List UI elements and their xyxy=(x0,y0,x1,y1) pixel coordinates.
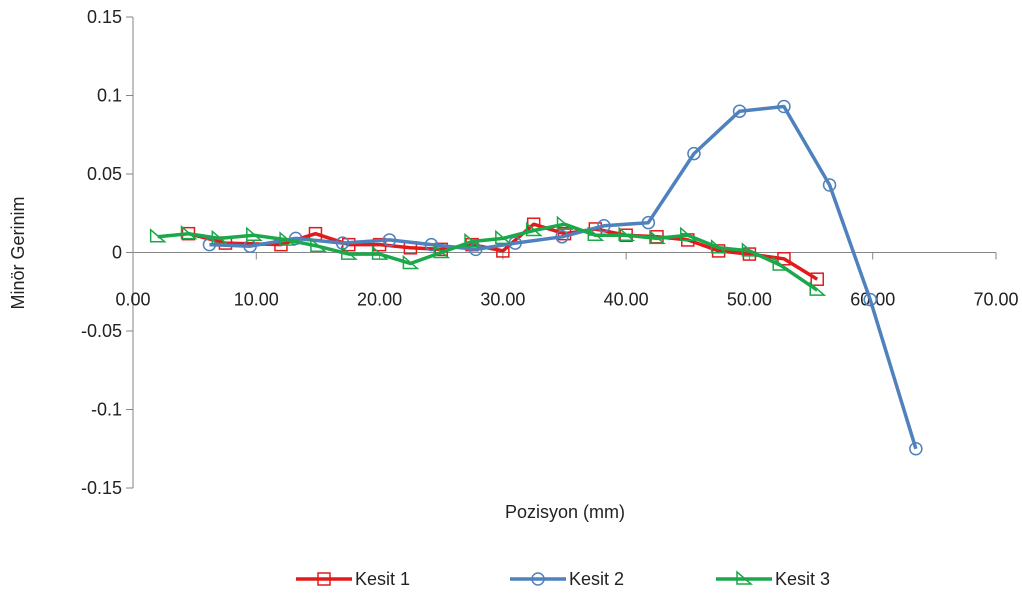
data-point xyxy=(777,99,791,114)
data-point xyxy=(288,231,303,246)
data-point xyxy=(822,178,837,192)
data-point xyxy=(777,252,791,266)
y-tick-label: -0.15 xyxy=(81,478,122,498)
y-tick-label: 0.15 xyxy=(87,7,122,27)
x-tick-label: 20.00 xyxy=(357,290,402,310)
data-point xyxy=(732,104,747,118)
data-point xyxy=(310,237,327,252)
data-point xyxy=(909,442,923,456)
series-line xyxy=(209,104,918,450)
series-1 xyxy=(181,217,824,286)
data-point xyxy=(556,215,574,230)
data-point xyxy=(335,236,350,250)
y-axis-title: Minör Gerinim xyxy=(8,196,28,309)
data-point xyxy=(597,219,611,233)
legend-marker xyxy=(531,572,545,586)
x-tick-label: 30.00 xyxy=(480,290,525,310)
y-tick-label: -0.05 xyxy=(81,321,122,341)
y-tick-label: 0.05 xyxy=(87,164,122,184)
series-line xyxy=(188,222,819,281)
data-point xyxy=(809,281,827,296)
data-point xyxy=(618,226,636,241)
data-point xyxy=(402,254,420,270)
data-point xyxy=(341,245,358,260)
data-point xyxy=(433,243,451,259)
y-tick-label: 0.1 xyxy=(97,86,122,106)
x-tick-label: 0.00 xyxy=(115,290,150,310)
axes: 0.15 0.1 0.05 0 -0.05 -0.1 -0.15 0.00 10.00 20.00… xyxy=(81,7,1019,498)
data-point xyxy=(211,229,229,245)
data-point xyxy=(772,256,790,271)
x-tick-label: 70.00 xyxy=(973,290,1018,310)
legend-label: Kesit 2 xyxy=(569,569,624,589)
x-tick-label: 50.00 xyxy=(727,290,772,310)
data-point xyxy=(587,226,605,241)
legend-item: Kesit 1 xyxy=(296,569,410,589)
x-tick-label: 60.00 xyxy=(850,290,895,310)
data-point xyxy=(525,221,543,237)
legend-marker xyxy=(736,570,754,585)
data-point xyxy=(641,215,656,230)
data-point xyxy=(149,228,167,243)
legend: Kesit 1 Kesit 2 Kesit 3 xyxy=(296,569,830,589)
legend-label: Kesit 3 xyxy=(775,569,830,589)
series-2 xyxy=(202,99,923,456)
data-point xyxy=(810,272,824,286)
data-point xyxy=(371,245,389,260)
data-point xyxy=(680,226,697,241)
data-point xyxy=(741,242,759,257)
data-point xyxy=(687,146,701,161)
y-tick-label: 0 xyxy=(112,243,122,263)
series-layer xyxy=(149,99,923,456)
data-point xyxy=(382,233,397,247)
series-3 xyxy=(149,215,827,296)
data-point xyxy=(495,229,512,245)
data-point xyxy=(464,232,482,248)
legend-item: Kesit 2 xyxy=(510,569,624,589)
data-point xyxy=(863,292,877,307)
x-tick-label: 10.00 xyxy=(234,290,279,310)
data-point xyxy=(710,239,728,254)
data-point xyxy=(424,237,439,252)
legend-item: Kesit 3 xyxy=(716,569,830,589)
data-point xyxy=(246,226,263,241)
data-point xyxy=(555,230,569,244)
series-line xyxy=(157,222,819,292)
legend-marker xyxy=(317,572,331,586)
legend-label: Kesit 1 xyxy=(355,569,410,589)
x-tick-label: 40.00 xyxy=(604,290,649,310)
data-point xyxy=(711,244,726,258)
data-point xyxy=(180,225,198,240)
x-axis-title: Pozisyon (mm) xyxy=(505,502,625,522)
y-tick-label: -0.1 xyxy=(91,400,122,420)
data-point xyxy=(279,231,297,246)
data-point xyxy=(649,229,666,245)
